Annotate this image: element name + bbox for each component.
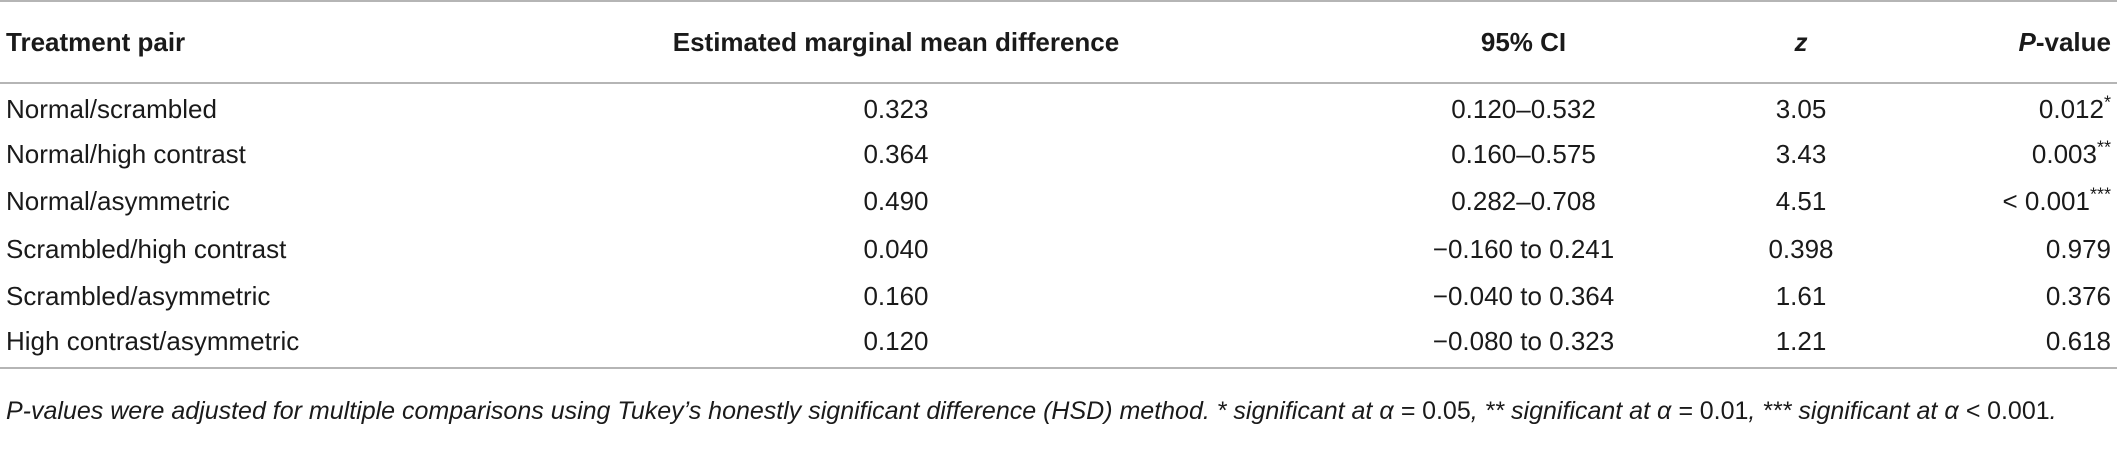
p-value: 0.012 [2038,93,2104,124]
cell-z: 1.61 [1775,281,1827,312]
cell-diff: 0.120 [466,320,1326,369]
footnote-text-1: P-values were adjusted for multiple comp… [6,397,1423,425]
cell-pair: Normal/asymmetric [6,186,230,217]
cell-p: 0.003** [1881,131,2117,179]
header-z: z [1721,0,1881,84]
header-p-rest: -value [2035,26,2111,57]
table-row: High contrast/asymmetric 0.120 −0.080 to… [0,320,2117,369]
cell-z: 0.398 [1768,233,1834,264]
significance-marker: ** [2096,137,2111,158]
cell-ci: 0.120–0.532 [1451,93,1596,124]
cell-ci: −0.040 to 0.364 [1432,281,1615,312]
table-row: Scrambled/asymmetric 0.160 −0.040 to 0.3… [0,273,2117,321]
cell-p: 0.376 [1881,273,2117,321]
cell-ci: −0.080 to 0.323 [1326,320,1721,369]
cell-ci: −0.160 to 0.241 [1432,233,1615,264]
footnote-alpha-1: 0.05 [1422,397,1471,425]
table-row: Normal/asymmetric 0.490 0.282–0.708 4.51… [0,178,2117,226]
header-treatment-pair: Treatment pair [0,0,466,84]
p-value: 0.979 [2045,233,2111,264]
header-p-value: P-value [1881,0,2117,84]
cell-diff: 0.160 [863,281,929,312]
cell-diff: 0.323 [863,93,929,124]
header-row: Treatment pair Estimated marginal mean d… [0,0,2117,84]
cell-pair: Normal/high contrast [6,138,246,169]
header-emm-difference: Estimated marginal mean difference [466,0,1326,84]
cell-pair: Scrambled/high contrast [6,233,287,264]
footnote-text-2: , ** significant at α = [1470,397,1700,425]
cell-pair: Scrambled/asymmetric [6,281,271,312]
cell-z: 3.05 [1775,93,1827,124]
p-value: 0.003 [2031,138,2097,169]
header-ci: 95% CI [1326,0,1721,84]
footnote-alpha-3: 0.001 [1987,397,2050,425]
table-row: Scrambled/high contrast 0.040 −0.160 to … [0,226,2117,274]
header-p-letter: P [2018,26,2036,57]
cell-diff: 0.364 [863,138,929,169]
p-value: 0.618 [2045,326,2111,357]
cell-p: 0.618 [1881,320,2117,369]
p-value: < 0.001 [2002,186,2090,217]
significance-marker: * [2103,92,2111,113]
table-row: Normal/high contrast 0.364 0.160–0.575 3… [0,131,2117,179]
cell-p: 0.979 [1881,226,2117,274]
p-value: 0.376 [2045,281,2111,312]
cell-diff: 0.490 [863,186,929,217]
cell-z: 4.51 [1775,186,1827,217]
significance-marker: *** [2089,184,2111,205]
cell-pair: Normal/scrambled [6,93,217,124]
cell-p: < 0.001*** [1881,178,2117,226]
footnote-text-3: , *** significant at α < [1748,397,1988,425]
table-row: Normal/scrambled 0.323 0.120–0.532 3.05 … [0,83,2117,131]
footnote-alpha-2: 0.01 [1699,397,1749,425]
cell-z: 3.43 [1775,138,1827,169]
cell-p: 0.012* [1881,83,2117,131]
table-footnote: P-values were adjusted for multiple comp… [6,392,2111,430]
header-z-text: z [1794,26,1808,57]
cell-ci: 0.282–0.708 [1451,186,1596,217]
results-table: Treatment pair Estimated marginal mean d… [0,0,2117,369]
cell-pair: High contrast/asymmetric [0,320,466,369]
cell-ci: 0.160–0.575 [1451,138,1596,169]
footnote-text-4: . [2049,397,2057,425]
cell-z: 1.21 [1721,320,1881,369]
cell-diff: 0.040 [863,233,929,264]
